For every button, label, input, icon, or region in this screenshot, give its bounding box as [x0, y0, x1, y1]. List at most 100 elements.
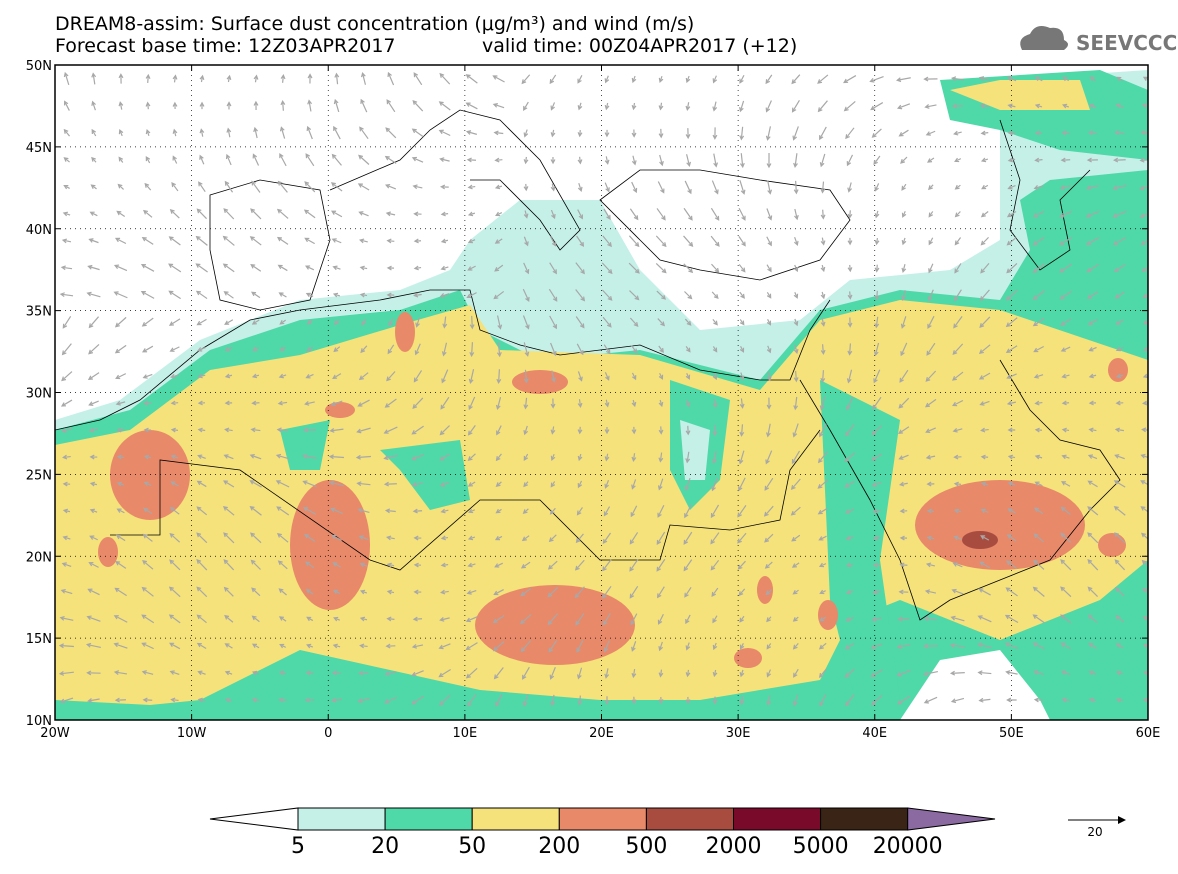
- wind-arrow: [630, 345, 638, 354]
- wind-arrow: [332, 373, 342, 379]
- wind-arrow: [817, 507, 828, 515]
- wind-arrow: [817, 451, 828, 464]
- wind-arrow: [411, 454, 424, 461]
- wind-arrow: [847, 210, 853, 219]
- wind-arrow: [1142, 697, 1148, 703]
- wind-arrow: [950, 76, 964, 82]
- wind-arrow: [1143, 643, 1148, 649]
- wind-arrow: [926, 508, 935, 514]
- wind-arrow: [357, 183, 370, 191]
- wind-arrow: [819, 126, 827, 141]
- wind-arrow: [60, 589, 73, 595]
- wind-arrow: [253, 74, 259, 83]
- wind-arrow: [577, 209, 583, 220]
- wind-arrow: [1061, 373, 1070, 379]
- wind-arrow: [793, 344, 799, 355]
- wind-arrow: [844, 480, 855, 488]
- wind-arrow: [576, 639, 584, 653]
- wind-arrow: [898, 129, 909, 137]
- wind-arrow: [115, 534, 126, 542]
- wind-arrow: [439, 293, 450, 298]
- wind-arrow: [818, 642, 827, 650]
- wind-arrow: [63, 128, 71, 137]
- wind-arrow: [523, 262, 530, 275]
- wind-arrow: [304, 533, 316, 542]
- wind-arrow: [438, 129, 451, 137]
- wind-arrow: [1089, 76, 1096, 82]
- wind-arrow: [871, 481, 882, 487]
- wind-arrow: [332, 643, 341, 649]
- wind-arrow: [954, 184, 961, 190]
- wind-arrow: [764, 477, 774, 491]
- wind-arrow: [712, 642, 718, 651]
- wind-arrow: [223, 480, 235, 488]
- wind-arrow: [898, 481, 908, 487]
- wind-arrow: [441, 342, 448, 357]
- wind-arrow: [413, 370, 423, 383]
- wind-arrow: [790, 478, 801, 490]
- wind-arrow: [710, 559, 720, 571]
- wind-arrow: [953, 508, 962, 514]
- wind-arrow: [844, 508, 855, 514]
- wind-arrow: [440, 396, 450, 410]
- wind-arrow: [143, 209, 153, 218]
- wind-arrow: [91, 72, 97, 85]
- wind-arrow: [496, 341, 502, 358]
- wind-arrow: [549, 507, 556, 515]
- lon-label: 0: [324, 726, 332, 741]
- wind-arrow: [1005, 317, 1018, 328]
- wind-arrow: [766, 616, 772, 623]
- wind-arrow: [658, 102, 664, 111]
- wind-arrow: [738, 588, 746, 597]
- wind-arrow: [737, 532, 747, 544]
- wind-arrow: [523, 481, 529, 488]
- wind-arrow: [197, 427, 206, 433]
- wind-arrow: [629, 317, 639, 327]
- wind-arrow: [820, 237, 826, 246]
- wind-arrow: [280, 74, 286, 83]
- wind-arrow: [357, 399, 370, 407]
- wind-arrow: [1005, 345, 1018, 353]
- wind-arrow: [62, 315, 72, 329]
- wind-arrow: [710, 235, 720, 247]
- wind-arrow: [388, 318, 394, 327]
- wind-arrow: [88, 427, 99, 433]
- wind-arrow: [195, 235, 208, 246]
- wind-arrow: [1033, 374, 1044, 379]
- wind-arrow: [656, 558, 666, 572]
- wind-arrow: [494, 264, 504, 272]
- wind-arrow: [685, 451, 691, 464]
- wind-arrow: [551, 370, 556, 383]
- wind-arrow: [223, 291, 234, 299]
- wind-arrow: [492, 75, 505, 83]
- wind-arrow: [577, 667, 583, 680]
- wind-arrow: [739, 153, 745, 169]
- wind-arrow: [330, 507, 344, 514]
- wind-arrow: [684, 504, 692, 519]
- wind-arrow: [657, 478, 664, 491]
- wind-arrow: [169, 559, 181, 571]
- wind-arrow: [950, 615, 965, 622]
- wind-arrow: [413, 562, 422, 568]
- wind-arrow: [145, 128, 151, 137]
- wind-arrow: [495, 453, 502, 462]
- wind-arrow: [766, 695, 772, 706]
- wind-arrow: [358, 372, 369, 381]
- wind-arrow: [226, 74, 232, 83]
- wind-arrow: [250, 264, 262, 272]
- wind-arrow: [844, 452, 856, 463]
- wind-arrow: [604, 372, 610, 381]
- wind-arrow: [577, 426, 583, 435]
- wind-arrow: [440, 265, 449, 271]
- wind-arrow: [118, 73, 124, 84]
- wind-arrow: [793, 236, 799, 247]
- wind-arrow: [980, 481, 989, 487]
- wind-arrow: [1032, 263, 1045, 274]
- wind-arrow: [358, 670, 369, 676]
- wind-arrow: [1085, 237, 1100, 246]
- wind-arrow: [469, 342, 475, 358]
- wind-arrow: [793, 180, 799, 195]
- lat-label: 15N: [26, 632, 52, 647]
- wind-arrow: [170, 454, 179, 460]
- wind-arrow: [1007, 481, 1016, 487]
